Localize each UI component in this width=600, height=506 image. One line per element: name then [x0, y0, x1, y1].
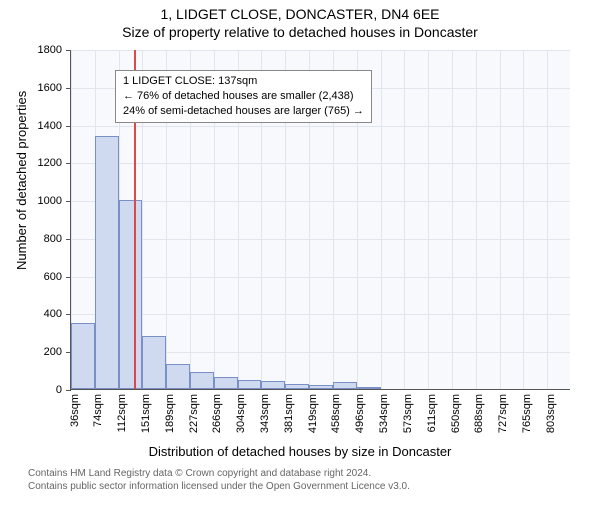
- xtick-label: 803sqm: [545, 394, 557, 433]
- histogram-bar: [95, 136, 119, 389]
- gridline-h: [71, 126, 570, 127]
- gridline-h: [71, 239, 570, 240]
- xtick-label: 227sqm: [188, 394, 200, 433]
- ytick-label: 1600: [38, 82, 62, 94]
- xtick-label: 266sqm: [211, 394, 223, 433]
- annotation-box: 1 LIDGET CLOSE: 137sqm ← 76% of detached…: [115, 70, 372, 123]
- xtick-label: 36sqm: [69, 394, 81, 427]
- xtick-label: 74sqm: [92, 394, 104, 427]
- xtick-label: 151sqm: [140, 394, 152, 433]
- histogram-chart: 02004006008001000120014001600180036sqm74…: [70, 50, 570, 390]
- xtick-label: 112sqm: [116, 394, 128, 432]
- xtick-label: 189sqm: [164, 394, 176, 433]
- gridline-v: [476, 50, 477, 389]
- xtick-label: 419sqm: [307, 394, 319, 433]
- xtick-label: 381sqm: [283, 394, 295, 433]
- gridline-v: [428, 50, 429, 389]
- ytick-label: 1800: [38, 44, 62, 56]
- ytick-label: 600: [44, 271, 62, 283]
- histogram-bar: [261, 381, 285, 389]
- ytick-label: 400: [44, 308, 62, 320]
- xtick-label: 765sqm: [521, 394, 533, 433]
- ytick-label: 1200: [38, 157, 62, 169]
- histogram-bar: [142, 336, 166, 389]
- histogram-bar: [190, 372, 214, 389]
- histogram-bar: [238, 380, 262, 389]
- gridline-v: [523, 50, 524, 389]
- gridline-v: [500, 50, 501, 389]
- page-title-line1: 1, LIDGET CLOSE, DONCASTER, DN4 6EE: [0, 6, 600, 22]
- annotation-line1: 1 LIDGET CLOSE: 137sqm: [123, 74, 364, 89]
- footer-line2: Contains public sector information licen…: [28, 480, 600, 493]
- page-title-line2: Size of property relative to detached ho…: [0, 24, 600, 40]
- y-axis-label: Number of detached properties: [14, 91, 29, 270]
- xtick-label: 534sqm: [378, 394, 390, 433]
- footer-attribution: Contains HM Land Registry data © Crown c…: [28, 467, 600, 493]
- xtick-label: 343sqm: [259, 394, 271, 433]
- ytick-mark: [66, 390, 71, 391]
- gridline-v: [404, 50, 405, 389]
- histogram-bar: [119, 200, 143, 389]
- ytick-label: 200: [44, 346, 62, 358]
- histogram-bar: [357, 387, 381, 389]
- histogram-bar: [333, 382, 357, 389]
- ytick-label: 800: [44, 233, 62, 245]
- ytick-label: 1400: [38, 120, 62, 132]
- ytick-label: 1000: [38, 195, 62, 207]
- xtick-label: 611sqm: [426, 394, 438, 432]
- gridline-h: [71, 277, 570, 278]
- gridline-h: [71, 163, 570, 164]
- gridline-v: [381, 50, 382, 389]
- histogram-bar: [285, 384, 309, 389]
- annotation-line2: ← 76% of detached houses are smaller (2,…: [123, 89, 364, 104]
- xtick-label: 458sqm: [330, 394, 342, 433]
- xtick-label: 650sqm: [450, 394, 462, 433]
- gridline-v: [452, 50, 453, 389]
- ytick-label: 0: [56, 384, 62, 396]
- gridline-h: [71, 201, 570, 202]
- xtick-label: 496sqm: [354, 394, 366, 433]
- histogram-bar: [166, 364, 190, 390]
- histogram-bar: [214, 377, 238, 389]
- gridline-v: [547, 50, 548, 389]
- footer-line1: Contains HM Land Registry data © Crown c…: [28, 467, 600, 480]
- x-axis-label: Distribution of detached houses by size …: [0, 444, 600, 459]
- annotation-line3: 24% of semi-detached houses are larger (…: [123, 104, 364, 119]
- gridline-h: [71, 50, 570, 51]
- gridline-h: [71, 314, 570, 315]
- xtick-label: 727sqm: [497, 394, 509, 433]
- xtick-label: 573sqm: [402, 394, 414, 433]
- xtick-label: 304sqm: [235, 394, 247, 433]
- histogram-bar: [309, 385, 333, 389]
- xtick-label: 688sqm: [473, 394, 485, 433]
- histogram-bar: [71, 323, 95, 389]
